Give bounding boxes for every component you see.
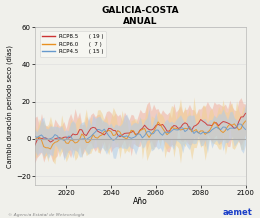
Legend: RCP8.5      ( 19 ), RCP6.0      (  7 ), RCP4.5      ( 15 ): RCP8.5 ( 19 ), RCP6.0 ( 7 ), RCP4.5 ( 15… xyxy=(40,31,106,57)
Text: aemet: aemet xyxy=(222,208,252,217)
Text: © Agencia Estatal de Meteorología: © Agencia Estatal de Meteorología xyxy=(8,213,84,217)
Title: GALICIA-COSTA
ANUAL: GALICIA-COSTA ANUAL xyxy=(101,5,179,26)
Y-axis label: Cambio duración periodo seco (días): Cambio duración periodo seco (días) xyxy=(5,45,13,168)
X-axis label: Año: Año xyxy=(133,197,147,206)
